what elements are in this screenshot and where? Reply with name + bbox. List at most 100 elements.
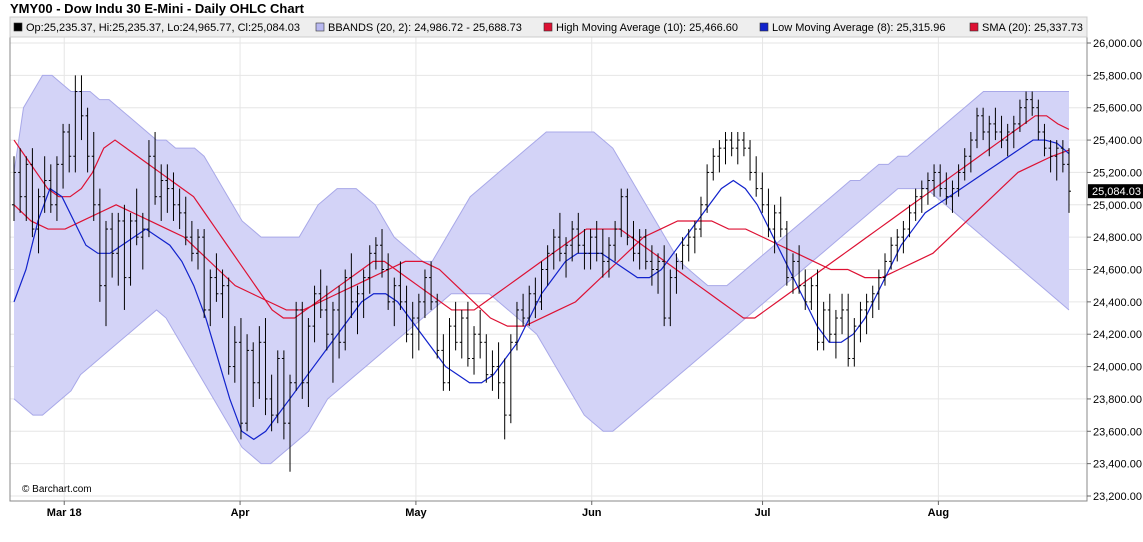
ohlc-bar [232, 326, 237, 383]
ohlc-bar [999, 115, 1004, 149]
ohlc-bar [1005, 123, 1010, 157]
ohlc-bar [582, 229, 587, 270]
ohlc-bar [386, 253, 391, 310]
ohlc-bar [1048, 140, 1053, 173]
ohlc-bar [134, 188, 139, 246]
ohlc-bar [392, 277, 397, 327]
ohlc-bar [674, 253, 679, 294]
ohlc-bar [478, 309, 483, 359]
legend-entry: BBANDS (20, 2): 24,986.72 - 25,688.73 [328, 22, 522, 34]
ohlc-bar [238, 318, 243, 440]
ohlc-bar [833, 309, 838, 359]
ohlc-bar [889, 237, 894, 270]
ohlc-bar [705, 164, 710, 213]
ohlc-bar [48, 164, 53, 213]
ohlc-bar [1024, 91, 1029, 124]
ohlc-bar [459, 309, 464, 359]
ohlc-bar [637, 229, 642, 270]
ohlc-bar [416, 293, 421, 351]
ohlc-bar [944, 172, 949, 205]
ohlc-bar [447, 318, 452, 391]
ohlc-bar [846, 293, 851, 367]
ohlc-bar [907, 204, 912, 238]
ohlc-bar [24, 156, 29, 221]
y-tick-label: 25,200.00 [1093, 167, 1142, 179]
ohlc-bar [852, 318, 857, 367]
ohlc-bar [97, 188, 102, 302]
ohlc-bar [1036, 99, 1041, 141]
legend-entry: SMA (20): 25,337.73 [982, 22, 1083, 34]
ohlc-bar [140, 212, 145, 270]
ohlc-bar [619, 188, 624, 238]
y-tick-label: 24,000.00 [1093, 362, 1142, 374]
ohlc-bar [429, 261, 434, 310]
ohlc-bar [735, 131, 740, 165]
ohlc-bar [79, 75, 84, 141]
ohlc-bar [502, 358, 507, 440]
ohlc-bar [177, 188, 182, 230]
ohlc-bar [275, 350, 280, 424]
y-tick-label: 24,800.00 [1093, 232, 1142, 244]
y-tick-label: 23,200.00 [1093, 491, 1142, 503]
ohlc-bar [925, 172, 930, 205]
ohlc-bar [974, 107, 979, 149]
ohlc-bar [85, 107, 90, 173]
ohlc-bar [606, 237, 611, 278]
ohlc-bar [698, 196, 703, 238]
y-axis: 26,000.00 25,800.00 25,600.00 25,400.00 25,2… [1087, 38, 1143, 503]
ohlc-bar [840, 293, 845, 335]
x-axis: Mar 18 Apr May Jun Jul Aug [47, 501, 949, 519]
ohlc-bar [67, 123, 72, 173]
ohlc-bar [288, 374, 293, 472]
ohlc-bar [1017, 99, 1022, 132]
ohlc-bar [324, 285, 329, 351]
ohlc-bar [662, 245, 667, 327]
ohlc-bar [226, 277, 231, 375]
ohlc-bar [656, 253, 661, 294]
ohlc-bar [649, 245, 654, 286]
ohlc-bar [404, 285, 409, 343]
ohlc-bar [91, 131, 96, 221]
ohlc-bar [533, 277, 538, 319]
ohlc-bar [766, 188, 771, 238]
ohlc-bar [797, 245, 802, 294]
ohlc-bar [159, 164, 164, 221]
ohlc-bar [784, 220, 789, 286]
ohlc-bar [472, 326, 477, 375]
ohlc-bar [956, 164, 961, 197]
ohlc-bar [760, 172, 765, 213]
ohlc-bar [870, 285, 875, 319]
bband-upper-line [13, 74, 1069, 287]
ohlc-bar [790, 253, 795, 294]
ohlc-bar [189, 220, 194, 262]
ohlc-bar [741, 131, 746, 157]
ohlc-bar [257, 326, 262, 399]
x-tick-label: Apr [231, 507, 251, 519]
ohlc-bar [1042, 123, 1047, 157]
ohlc-bar [514, 301, 519, 351]
ohlc-bar [815, 269, 820, 351]
ohlc-bar [300, 301, 305, 399]
ohlc-bar [410, 301, 415, 359]
ohlc-bar [12, 156, 16, 221]
ohlc-bar [128, 212, 133, 286]
ohlc-bar [484, 334, 489, 383]
ohlc-bar [465, 301, 470, 367]
ohlc-bar [214, 253, 219, 302]
ohlc-bar [692, 220, 697, 254]
ohlc-bar [631, 220, 636, 262]
y-tick-label: 23,800.00 [1093, 394, 1142, 406]
ohlc-bar [312, 285, 317, 343]
ohlc-bar [269, 374, 274, 432]
ohlc-bar [116, 212, 121, 286]
ohlc-bar [588, 229, 593, 270]
ohlc-bar [202, 229, 207, 319]
ohlc-bar [981, 107, 986, 141]
ohlc-bar [803, 269, 808, 310]
ohlc-bar [668, 269, 673, 327]
ohlc-bar [306, 318, 311, 408]
ohlc-bar [1011, 115, 1016, 149]
legend-entry: Op:25,235.37, Hi:25,235.37, Lo:24,965.77… [26, 22, 300, 34]
ohlc-bar [913, 188, 918, 221]
ohlc-bar [594, 220, 599, 262]
